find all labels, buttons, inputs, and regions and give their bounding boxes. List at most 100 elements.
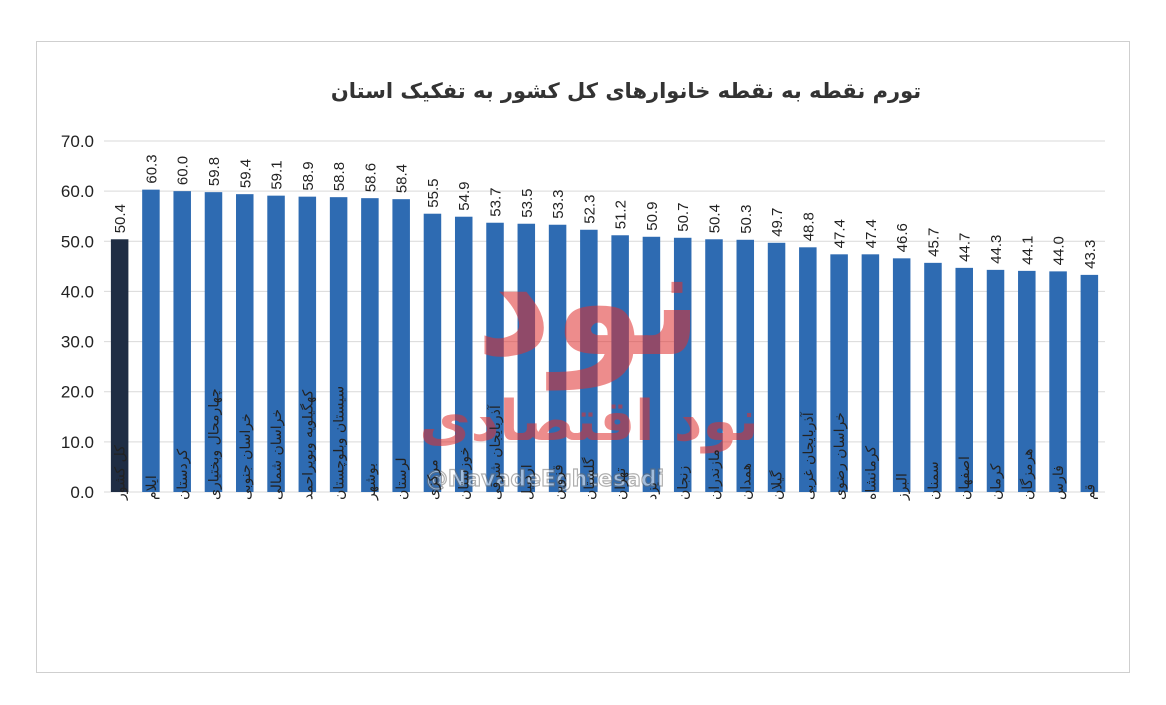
x-tick-label: زنجان — [676, 466, 692, 500]
x-axis-ticks: کل کشور ایلام کردستان چهارمحال وبختیاری خراس… — [113, 386, 1099, 501]
data-label: 50.4 — [706, 204, 723, 233]
data-label: 44.3 — [988, 235, 1005, 264]
x-tick-label: خراسان جنوبی — [238, 413, 254, 500]
x-tick-label: کل کشور — [113, 445, 129, 501]
y-tick-label: 10.0 — [61, 433, 94, 452]
y-tick-label: 30.0 — [61, 333, 94, 352]
y-tick-label: 60.0 — [61, 182, 94, 201]
bar — [423, 213, 442, 492]
x-tick-label: البرز — [895, 473, 911, 501]
bar — [454, 216, 473, 493]
bar — [767, 242, 786, 492]
bar — [392, 199, 410, 492]
bar — [329, 197, 348, 492]
x-tick-label: کرمان — [989, 463, 1005, 500]
x-tick-label: کهگیلویه وبویراحمد — [299, 389, 316, 500]
data-label: 47.4 — [863, 219, 880, 248]
data-label: 54.9 — [456, 182, 473, 211]
bar — [1080, 274, 1099, 492]
bar — [830, 254, 848, 492]
bar — [673, 237, 692, 492]
data-label: 58.6 — [362, 163, 379, 192]
data-label: 59.8 — [206, 157, 223, 186]
data-label: 44.7 — [957, 233, 974, 262]
data-label: 47.4 — [832, 219, 849, 248]
data-label: 43.3 — [1082, 240, 1099, 269]
x-tick-label: چهارمحال وبختیاری — [206, 388, 222, 500]
x-tick-label: سیستان وبلوچستان — [332, 386, 348, 500]
watermark-logo: نود — [475, 216, 702, 391]
bar — [736, 239, 755, 492]
x-tick-label: بوشهر — [363, 463, 379, 501]
y-tick-label: 40.0 — [61, 282, 94, 301]
data-label: 50.7 — [675, 203, 692, 232]
data-label: 45.7 — [925, 228, 942, 257]
x-tick-label: خوزستان — [457, 447, 473, 500]
bar — [955, 267, 973, 492]
data-label: 53.5 — [519, 189, 536, 218]
x-tick-label: خراسان رضوی — [832, 412, 848, 500]
bar — [705, 239, 723, 492]
bar — [142, 189, 160, 493]
watermark: نود نود اقتصادی @NavadeEghtesadi — [419, 216, 758, 493]
bar — [642, 236, 661, 492]
x-tick-label: کردستان — [175, 449, 191, 500]
data-label: 46.6 — [894, 223, 911, 252]
data-labels: 50.4 60.3 60.0 59.8 59.4 59.1 58.9 58.8 58.6 58.4… — [112, 154, 1099, 268]
bar — [173, 191, 191, 492]
bar — [924, 262, 942, 492]
x-tick-label: ایلام — [144, 475, 160, 500]
x-tick-label: خراسان شمالی — [269, 409, 285, 500]
x-tick-label: اردبیل — [519, 464, 535, 500]
x-tick-label: سمنان — [926, 461, 942, 500]
x-tick-label: تهران — [613, 468, 629, 500]
data-label: 52.3 — [581, 195, 598, 224]
x-tick-label: همدان — [738, 463, 754, 500]
data-label: 44.1 — [1019, 236, 1036, 265]
bar — [799, 247, 817, 492]
data-label: 50.3 — [738, 205, 755, 234]
x-tick-label: اصفهان — [957, 456, 973, 500]
chart-title: تورم نقطه به نقطه خانوارهای کل کشور به ت… — [331, 79, 921, 103]
chart-frame: تورم نقطه به نقطه خانوارهای کل کشور به ت… — [36, 41, 1130, 673]
x-tick-label: آذربایجان شرقی — [487, 404, 504, 500]
watermark-handle: @NavadeEghtesadi — [426, 467, 664, 492]
bar — [517, 223, 536, 492]
bar — [861, 254, 880, 492]
x-tick-label: گیلان — [769, 470, 786, 500]
bar — [986, 269, 1005, 492]
data-label: 50.9 — [644, 202, 661, 231]
x-tick-label: گلستان — [581, 457, 598, 500]
bar — [611, 235, 629, 493]
y-axis-ticks: 0.0 10.0 20.0 30.0 40.0 50.0 60.0 70.0 — [61, 132, 94, 502]
y-tick-label: 20.0 — [61, 383, 94, 402]
bar — [110, 239, 129, 492]
x-tick-label: یزد — [644, 482, 660, 500]
data-label: 48.8 — [800, 212, 817, 241]
data-label: 50.4 — [112, 204, 129, 233]
data-label: 51.2 — [613, 200, 630, 229]
bars — [110, 189, 1099, 493]
bar-chart: تورم نقطه به نقطه خانوارهای کل کشور به ت… — [61, 79, 1105, 502]
bar — [1049, 271, 1067, 492]
data-label: 58.4 — [394, 164, 411, 193]
data-label: 60.3 — [143, 154, 160, 183]
bar — [361, 198, 379, 493]
watermark-brand-text: نود اقتصادی — [419, 389, 758, 454]
data-label: 49.7 — [769, 208, 786, 237]
data-label: 60.0 — [175, 156, 192, 185]
x-tick-label: مرکزی — [425, 459, 441, 500]
bar — [892, 258, 911, 492]
bar — [486, 222, 504, 493]
y-tick-label: 50.0 — [61, 232, 94, 251]
data-label: 55.5 — [425, 179, 442, 208]
bar — [548, 224, 567, 492]
x-tick-label: لرستان — [394, 458, 410, 501]
x-tick-label: قزوین — [551, 464, 567, 500]
data-label: 58.8 — [331, 162, 348, 191]
data-label: 53.3 — [550, 190, 567, 219]
bar — [267, 195, 285, 493]
data-label: 53.7 — [488, 188, 505, 217]
x-tick-label: آذربایجان غربی — [800, 411, 817, 500]
data-label: 59.4 — [237, 159, 254, 188]
